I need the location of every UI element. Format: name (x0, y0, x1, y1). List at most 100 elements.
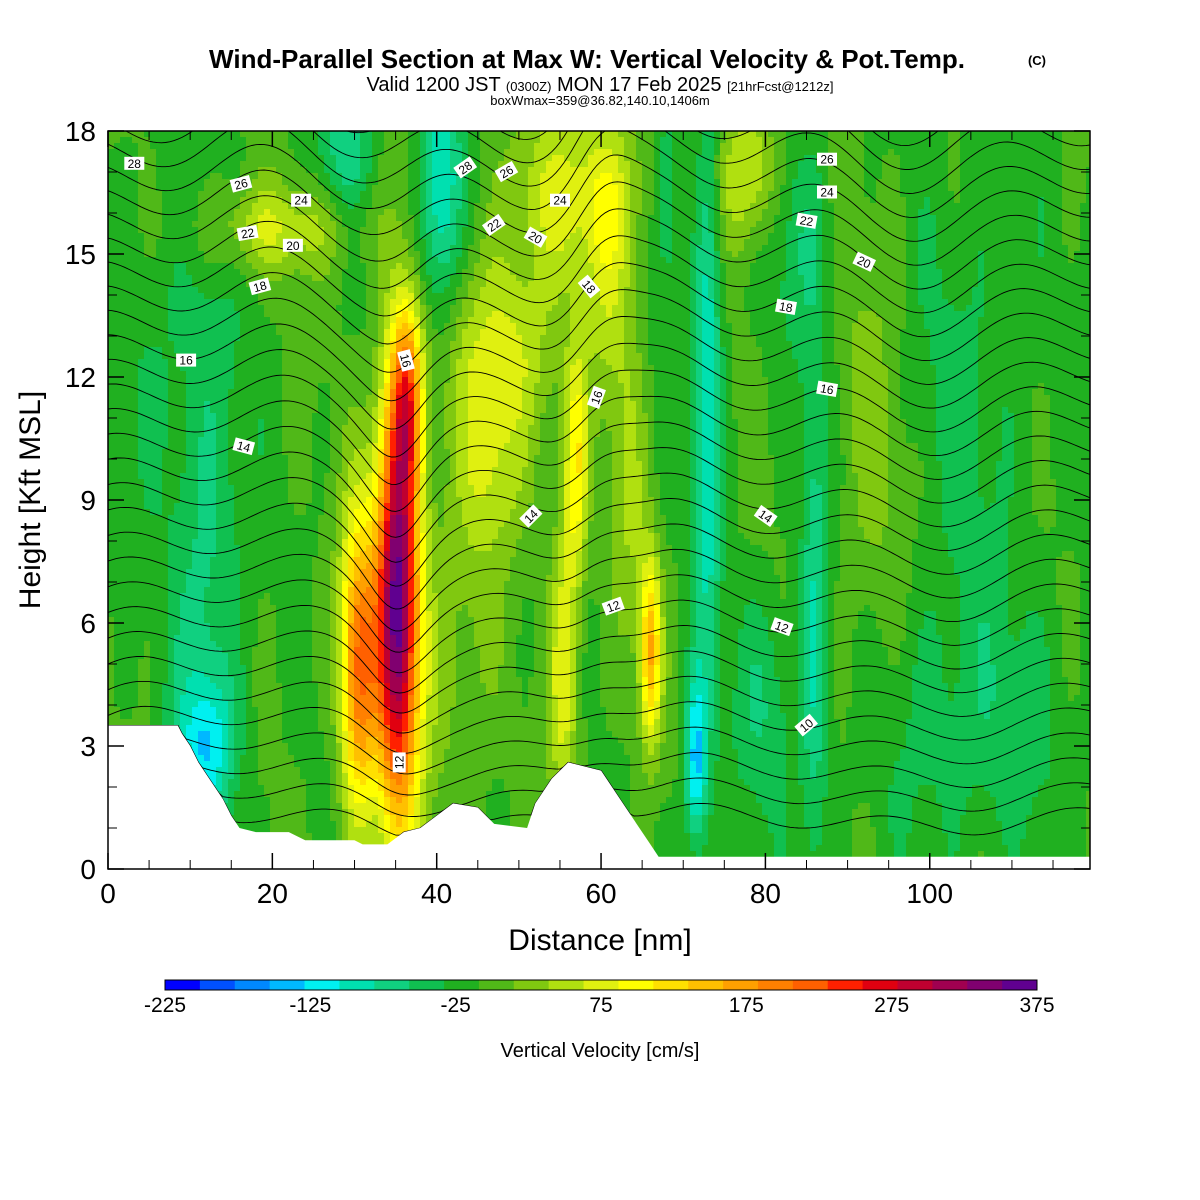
velocity-cell (234, 323, 241, 330)
velocity-cell (306, 803, 313, 810)
velocity-cell (264, 233, 271, 240)
velocity-cell (150, 239, 157, 246)
velocity-cell (270, 665, 277, 672)
velocity-cell (270, 563, 277, 570)
velocity-cell (192, 335, 199, 342)
velocity-cell (258, 257, 265, 264)
velocity-cell (240, 563, 247, 570)
velocity-cell (342, 401, 349, 408)
velocity-cell (168, 503, 175, 510)
velocity-cell (144, 461, 151, 468)
velocity-cell (294, 743, 301, 750)
velocity-cell (132, 335, 139, 342)
velocity-cell (300, 821, 307, 828)
velocity-cell (264, 677, 271, 684)
velocity-cell (258, 203, 265, 210)
velocity-cell (348, 263, 355, 270)
velocity-cell (192, 377, 199, 384)
velocity-cell (174, 557, 181, 564)
velocity-cell (288, 713, 295, 720)
velocity-cell (156, 701, 163, 708)
velocity-cell (174, 677, 181, 684)
velocity-cell (282, 461, 289, 468)
velocity-cell (210, 701, 217, 708)
velocity-cell (336, 497, 343, 504)
velocity-cell (132, 209, 139, 216)
velocity-cell (270, 743, 277, 750)
velocity-cell (126, 197, 133, 204)
velocity-cell (324, 197, 331, 204)
velocity-cell (342, 443, 349, 450)
velocity-cell (330, 449, 337, 456)
velocity-cell (312, 491, 319, 498)
velocity-cell (252, 149, 259, 156)
velocity-cell (258, 779, 265, 786)
velocity-cell (282, 803, 289, 810)
velocity-cell (192, 701, 199, 708)
velocity-cell (144, 485, 151, 492)
velocity-cell (318, 149, 325, 156)
velocity-cell (258, 737, 265, 744)
velocity-cell (204, 227, 211, 234)
velocity-cell (126, 485, 133, 492)
velocity-cell (192, 443, 199, 450)
velocity-cell (246, 389, 253, 396)
velocity-cell (132, 443, 139, 450)
velocity-cell (300, 719, 307, 726)
velocity-cell (306, 437, 313, 444)
velocity-cell (234, 761, 241, 768)
velocity-cell (264, 821, 271, 828)
velocity-cell (246, 725, 253, 732)
velocity-cell (180, 719, 187, 726)
velocity-cell (270, 203, 277, 210)
velocity-cell (294, 695, 301, 702)
velocity-cell (216, 731, 223, 738)
velocity-cell (270, 149, 277, 156)
velocity-cell (168, 467, 175, 474)
velocity-cell (144, 377, 151, 384)
velocity-cell (306, 239, 313, 246)
velocity-cell (204, 311, 211, 318)
velocity-cell (204, 443, 211, 450)
velocity-cell (288, 281, 295, 288)
velocity-cell (252, 341, 259, 348)
velocity-cell (324, 491, 331, 498)
velocity-cell (246, 737, 253, 744)
velocity-cell (138, 263, 145, 270)
velocity-cell (228, 527, 235, 534)
velocity-cell (324, 785, 331, 792)
velocity-cell (222, 437, 229, 444)
velocity-cell (186, 533, 193, 540)
velocity-cell (114, 707, 121, 714)
velocity-cell (150, 383, 157, 390)
velocity-cell (318, 473, 325, 480)
velocity-cell (240, 257, 247, 264)
velocity-cell (240, 557, 247, 564)
velocity-cell (324, 545, 331, 552)
velocity-cell (144, 215, 151, 222)
velocity-cell (336, 485, 343, 492)
velocity-cell (180, 701, 187, 708)
velocity-cell (204, 575, 211, 582)
velocity-cell (252, 659, 259, 666)
velocity-cell (336, 557, 343, 564)
velocity-cell (312, 203, 319, 210)
velocity-cell (222, 665, 229, 672)
velocity-cell (336, 647, 343, 654)
velocity-cell (132, 611, 139, 618)
velocity-cell (180, 665, 187, 672)
velocity-cell (174, 299, 181, 306)
velocity-cell (264, 581, 271, 588)
velocity-cell (192, 593, 199, 600)
velocity-cell (312, 683, 319, 690)
velocity-cell (180, 335, 187, 342)
velocity-cell (204, 569, 211, 576)
velocity-cell (186, 503, 193, 510)
velocity-cell (330, 245, 337, 252)
velocity-cell (192, 131, 199, 138)
velocity-cell (300, 827, 307, 834)
velocity-cell (114, 443, 121, 450)
velocity-cell (156, 347, 163, 354)
velocity-cell (138, 167, 145, 174)
velocity-cell (282, 677, 289, 684)
